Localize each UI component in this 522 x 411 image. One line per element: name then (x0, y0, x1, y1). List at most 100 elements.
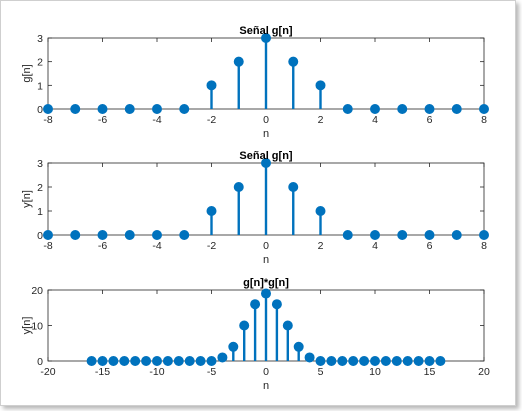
y-tick-label: 0 (37, 104, 43, 116)
stem-marker (359, 355, 370, 366)
stem-marker (206, 355, 217, 366)
x-tick-label: 0 (263, 366, 269, 378)
stem-marker (271, 299, 282, 310)
stem-marker (260, 288, 271, 299)
stem-marker (151, 104, 162, 115)
stem-marker (369, 104, 380, 115)
stem-marker (217, 352, 228, 363)
stem-marker (451, 104, 462, 115)
stem-marker (348, 355, 359, 366)
x-axis-label: n (263, 380, 269, 392)
stem-marker (478, 104, 489, 115)
stem-marker (173, 355, 184, 366)
stem-marker (233, 181, 244, 192)
stem-marker (435, 355, 446, 366)
figure-window: -8 -6 -4 -2 0 2 4 6 8 0 1 2 3 Señal g[n] n g[n] -8 -6 -4 -2… (0, 0, 516, 406)
x-tick-label: -2 (207, 114, 216, 126)
stem-marker (380, 355, 391, 366)
y-tick-label: 1 (37, 206, 43, 218)
x-axis-label: n (263, 128, 269, 140)
y-tick-label: 3 (37, 33, 43, 45)
stem-marker (151, 355, 162, 366)
stem-marker (162, 355, 173, 366)
stem-marker (239, 320, 250, 331)
stem-marker (315, 205, 326, 216)
x-tick-label: -20 (40, 366, 55, 378)
x-tick-label: 20 (478, 366, 490, 378)
x-tick-label: 2 (318, 114, 324, 126)
stem-marker (151, 229, 162, 240)
x-tick-label: -6 (98, 114, 107, 126)
stem-marker (369, 355, 380, 366)
x-tick-label: 8 (481, 114, 487, 126)
stem-marker (97, 355, 108, 366)
stem-marker (288, 56, 299, 67)
x-tick-label: -5 (207, 366, 216, 378)
x-tick-label: -6 (98, 240, 107, 252)
stem-marker (402, 355, 413, 366)
stem-marker (451, 229, 462, 240)
stem-marker (424, 229, 435, 240)
stem-marker (326, 355, 337, 366)
stem-marker (293, 341, 304, 352)
x-tick-label: -4 (152, 240, 161, 252)
x-tick-label: 2 (318, 240, 324, 252)
stem-marker (397, 104, 408, 115)
y-tick-label: 20 (31, 285, 43, 297)
stem-marker (119, 355, 130, 366)
y-tick-label: 3 (37, 158, 43, 170)
x-tick-label: 8 (481, 240, 487, 252)
stem-marker (260, 33, 271, 44)
x-tick-label: 4 (372, 240, 378, 252)
stem-marker (43, 229, 54, 240)
subplot-1: -8 -6 -4 -2 0 2 4 6 8 0 1 2 3 Señal g[n] n g[n] (21, 25, 489, 140)
x-tick-label: 15 (424, 366, 436, 378)
x-tick-label: 10 (369, 366, 381, 378)
stem-marker (43, 104, 54, 115)
x-tick-label: -8 (43, 240, 52, 252)
stem-marker (141, 355, 152, 366)
stem-marker (195, 355, 206, 366)
stem-marker (342, 104, 353, 115)
stem-marker (424, 355, 435, 366)
y-tick-label: 0 (37, 356, 43, 368)
subplot-2: -8 -6 -4 -2 0 2 4 6 8 0 1 2 3 Señal g[n] n y[n] (21, 150, 489, 266)
y-axis-label: y[n] (21, 317, 33, 335)
stem-marker (228, 341, 239, 352)
x-tick-label: 5 (318, 366, 324, 378)
stem-marker (260, 157, 271, 168)
stem-marker (337, 355, 348, 366)
stem-marker (424, 104, 435, 115)
stem-marker (369, 229, 380, 240)
stem-marker (124, 104, 135, 115)
x-tick-label: 0 (263, 114, 269, 126)
stem-marker (206, 80, 217, 91)
stem-marker (282, 320, 293, 331)
stem-marker (108, 355, 119, 366)
y-axis-label: g[n] (21, 64, 33, 82)
stem-marker (233, 56, 244, 67)
chart-title: Señal g[n] (239, 150, 293, 162)
stem-marker (250, 299, 261, 310)
stem-marker (86, 355, 97, 366)
x-tick-label: -15 (95, 366, 110, 378)
y-tick-label: 1 (37, 80, 43, 92)
stem-marker (97, 104, 108, 115)
stem-marker (391, 355, 402, 366)
chart-title: Señal g[n] (239, 25, 293, 37)
stem-marker (342, 229, 353, 240)
stem-marker (315, 355, 326, 366)
y-tick-label: 0 (37, 230, 43, 242)
stem-marker (97, 229, 108, 240)
stem-marker (478, 229, 489, 240)
stem-marker (70, 229, 81, 240)
subplot-3: -20 -15 -10 -5 0 5 10 15 20 0 10 20 g[n]*g[n] n y[n] (21, 277, 490, 392)
stem-marker (206, 205, 217, 216)
y-axis-label: y[n] (21, 190, 33, 208)
chart-title: g[n]*g[n] (243, 277, 289, 289)
x-tick-label: 6 (427, 114, 433, 126)
stem-marker (184, 355, 195, 366)
stem-marker (315, 80, 326, 91)
x-tick-label: 0 (263, 240, 269, 252)
y-tick-label: 2 (37, 182, 43, 194)
